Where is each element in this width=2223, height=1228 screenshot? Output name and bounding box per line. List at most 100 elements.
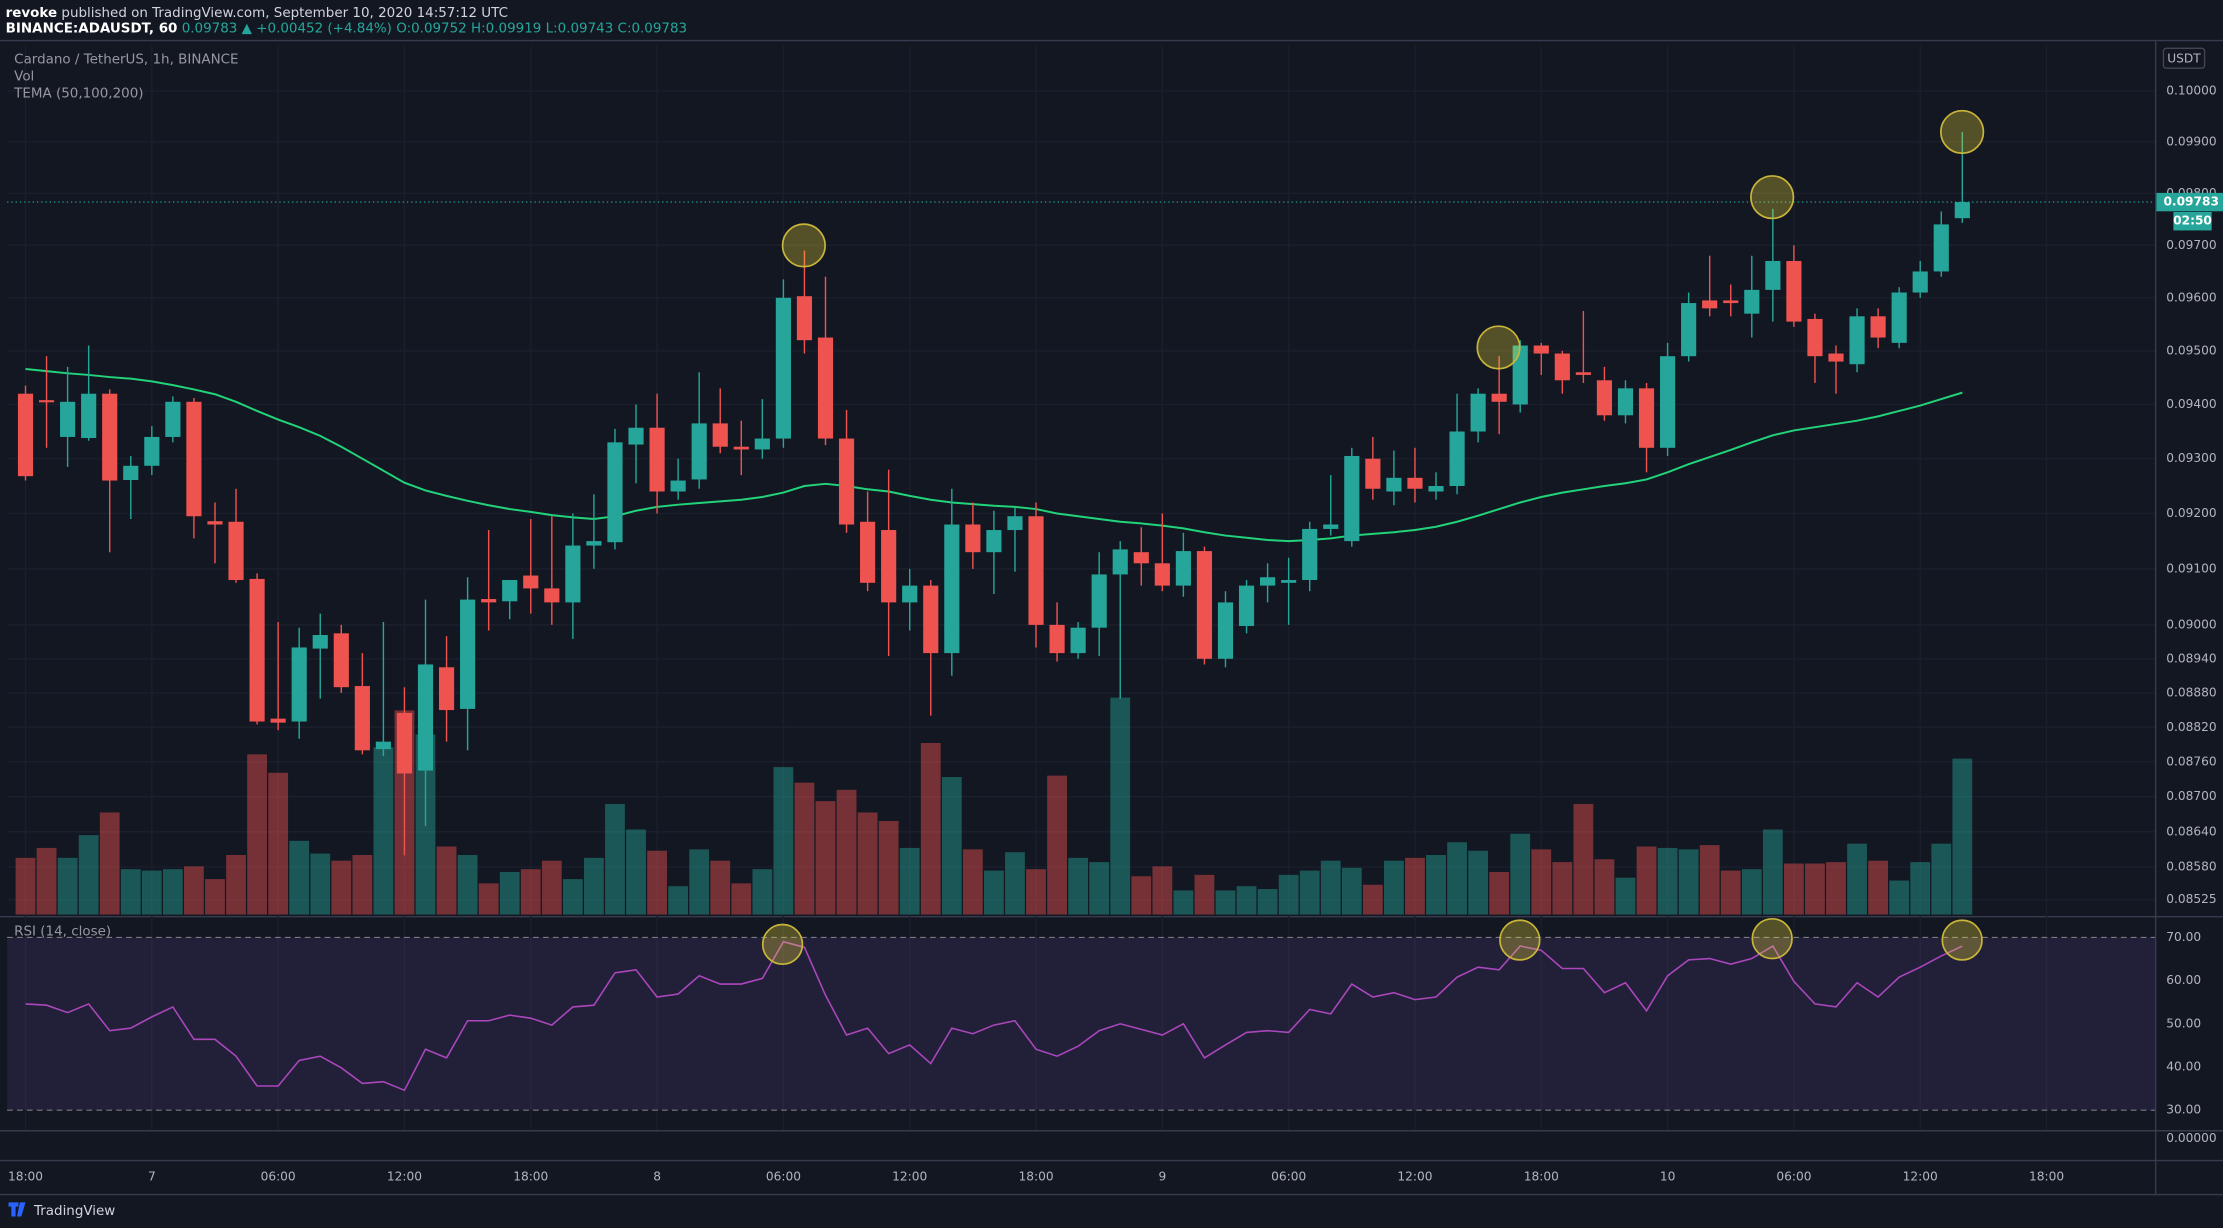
candle-body xyxy=(1260,577,1276,586)
x-tick-label: 06:00 xyxy=(1776,1169,1811,1183)
candle-body xyxy=(712,423,728,447)
y-tick-label: 0.09300 xyxy=(2166,451,2216,465)
candle-body xyxy=(438,667,455,711)
volume-bar xyxy=(457,855,478,915)
symbol: BINANCE:ADAUSDT, 60 xyxy=(6,21,178,36)
volume-bar xyxy=(710,860,731,915)
volume-bar xyxy=(184,866,204,915)
candle-body xyxy=(649,427,665,492)
y-tick-label: 0.09000 xyxy=(2166,617,2216,631)
rsi-line xyxy=(25,940,1963,1092)
candle-body xyxy=(881,530,897,603)
candle-body xyxy=(102,393,118,481)
candle-body xyxy=(1070,627,1086,654)
volume-bar xyxy=(331,860,352,915)
y-tick-label: 0.09100 xyxy=(2166,561,2216,575)
volume-bar xyxy=(1931,843,1952,915)
x-tick-label: 12:00 xyxy=(1903,1169,1938,1183)
candle-body xyxy=(1723,300,1739,304)
volume-bar xyxy=(1278,874,1299,915)
volume-bar xyxy=(310,853,331,915)
candle-body xyxy=(1007,516,1023,531)
volume-bar xyxy=(1594,859,1615,915)
highlight-circle xyxy=(1499,919,1541,961)
volume-bar xyxy=(436,846,457,915)
candle-body xyxy=(628,427,644,445)
volume-bar xyxy=(1257,889,1278,915)
candle-body xyxy=(1702,300,1718,309)
candle-body xyxy=(1828,353,1844,362)
candle-body xyxy=(1849,316,1865,365)
last-price-badge xyxy=(2156,192,2223,212)
volume-bar xyxy=(1299,870,1320,915)
tema-line xyxy=(25,368,1963,543)
y-tick-label: 0.09200 xyxy=(2166,506,2216,520)
footer-brand: TradingView xyxy=(33,1204,115,1219)
volume-bar xyxy=(1468,850,1489,915)
volume-bar xyxy=(162,869,183,915)
plot: 0.100000.099000.098000.097000.096000.095… xyxy=(7,45,2223,1183)
volume-bar xyxy=(1152,866,1173,915)
volume-bar xyxy=(1131,876,1152,915)
candle-body xyxy=(1470,393,1486,432)
rsi-tick-label: 30.00 xyxy=(2166,1103,2201,1117)
volume-bar xyxy=(1552,862,1573,915)
volume-bar xyxy=(205,879,225,915)
x-tick-label: 18:00 xyxy=(1018,1169,1053,1183)
volume-bar xyxy=(1405,857,1425,915)
x-tick-label: 12:00 xyxy=(892,1169,927,1183)
volume-bar xyxy=(226,855,246,915)
candle-body xyxy=(1596,380,1613,416)
last-price-label: 0.09783 xyxy=(2163,195,2219,209)
volume-bar xyxy=(1173,890,1194,915)
volume-bar xyxy=(247,754,267,915)
volume-bar xyxy=(289,840,310,915)
highlight-circle xyxy=(761,923,804,966)
x-tick-label: 06:00 xyxy=(766,1169,801,1183)
candle-body xyxy=(691,423,707,480)
last: 0.09783 xyxy=(182,21,238,36)
candle-body xyxy=(1638,388,1655,448)
candle-body xyxy=(1133,552,1149,564)
published: published on TradingView.com, September … xyxy=(61,6,508,21)
candle-body xyxy=(902,585,918,603)
x-tick-label: 18:00 xyxy=(513,1169,548,1183)
volume-bar xyxy=(1657,847,1678,915)
x-tick-label: 18:00 xyxy=(2029,1169,2064,1183)
volume-bar xyxy=(1868,860,1889,915)
quote-line: BINANCE:ADAUSDT, 60 0.09783 ▲ +0.00452 (… xyxy=(6,21,687,36)
x-tick-label: 06:00 xyxy=(261,1169,296,1183)
volume-bar xyxy=(268,772,289,915)
candle-body xyxy=(1765,260,1781,290)
candle-body xyxy=(481,599,497,603)
volume-bar xyxy=(1215,890,1236,915)
candle-body xyxy=(165,401,181,437)
highlight-circle xyxy=(1750,175,1795,220)
y-tick-label: 0.09400 xyxy=(2166,397,2216,411)
footer-logo xyxy=(8,1202,26,1217)
volume-bar xyxy=(647,850,667,915)
y-tick-label: 0.08760 xyxy=(2166,754,2216,768)
volume-bar xyxy=(1826,862,1846,915)
candle-body xyxy=(1323,524,1339,529)
volume-bar xyxy=(36,847,57,915)
volume-bar xyxy=(584,857,604,915)
volume-bar xyxy=(1089,862,1110,915)
candle-body xyxy=(1744,289,1760,314)
currency-box xyxy=(2162,47,2206,69)
volume-bar xyxy=(520,869,541,915)
volume-bar xyxy=(1952,758,1973,915)
close: C:0.09783 xyxy=(618,21,688,36)
volume-bar xyxy=(794,782,815,915)
volume-bar xyxy=(984,870,1004,915)
highlight-circle xyxy=(1751,917,1793,960)
candle-body xyxy=(502,580,518,602)
volume-bar xyxy=(57,857,78,915)
volume-bar xyxy=(773,767,794,915)
candle-body xyxy=(944,524,960,654)
candle-body xyxy=(1617,388,1634,416)
candle-body xyxy=(1912,271,1928,293)
volume-bar xyxy=(1889,880,1910,915)
